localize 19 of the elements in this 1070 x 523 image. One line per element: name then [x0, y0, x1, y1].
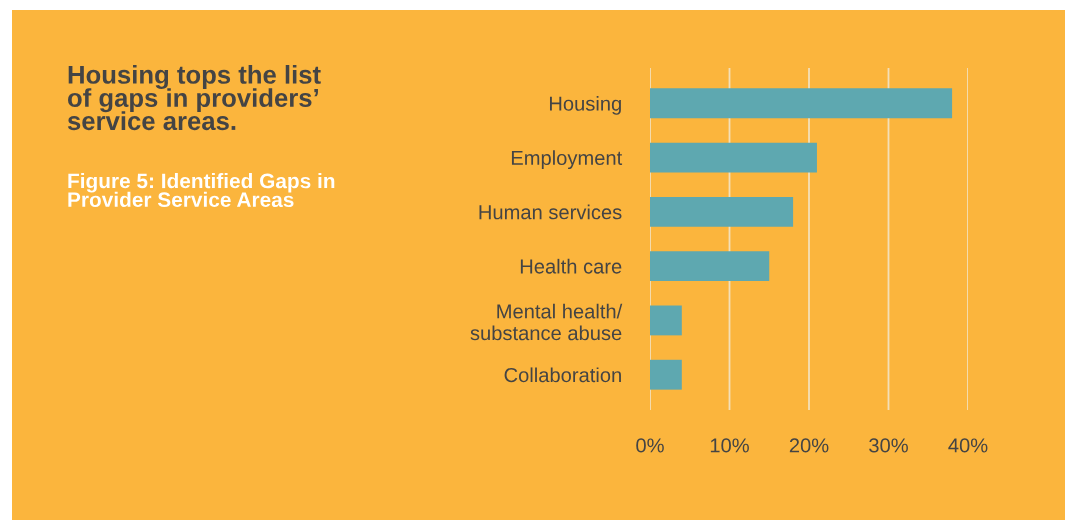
- bar: [650, 305, 682, 336]
- text: Figure 5: Identified Gaps in Provider Service Areas: [68, 173, 335, 208]
- bar: [650, 196, 794, 227]
- bar: [650, 142, 817, 173]
- x-tick-label: 40%: [948, 438, 988, 453]
- bar: [650, 251, 770, 282]
- x-tick-label: 0%: [636, 438, 664, 453]
- x-tick-label: 20%: [789, 438, 829, 453]
- x-tick-label: 10%: [710, 438, 749, 453]
- x-tick-label: 30%: [869, 438, 908, 453]
- y-tick-label: Human services: [479, 204, 622, 220]
- bar: [650, 88, 953, 119]
- y-tick-label: Employment: [511, 150, 623, 170]
- y-tick-label: Housing: [549, 95, 621, 115]
- bar: [650, 359, 682, 390]
- y-tick-label: Health care: [520, 258, 622, 274]
- y-tick-label: Collaboration: [504, 367, 621, 383]
- text: Housing tops the list of gaps in providers’ service areas.: [67, 65, 321, 131]
- y-tick-label: Mental health/ substance abuse: [470, 303, 623, 341]
